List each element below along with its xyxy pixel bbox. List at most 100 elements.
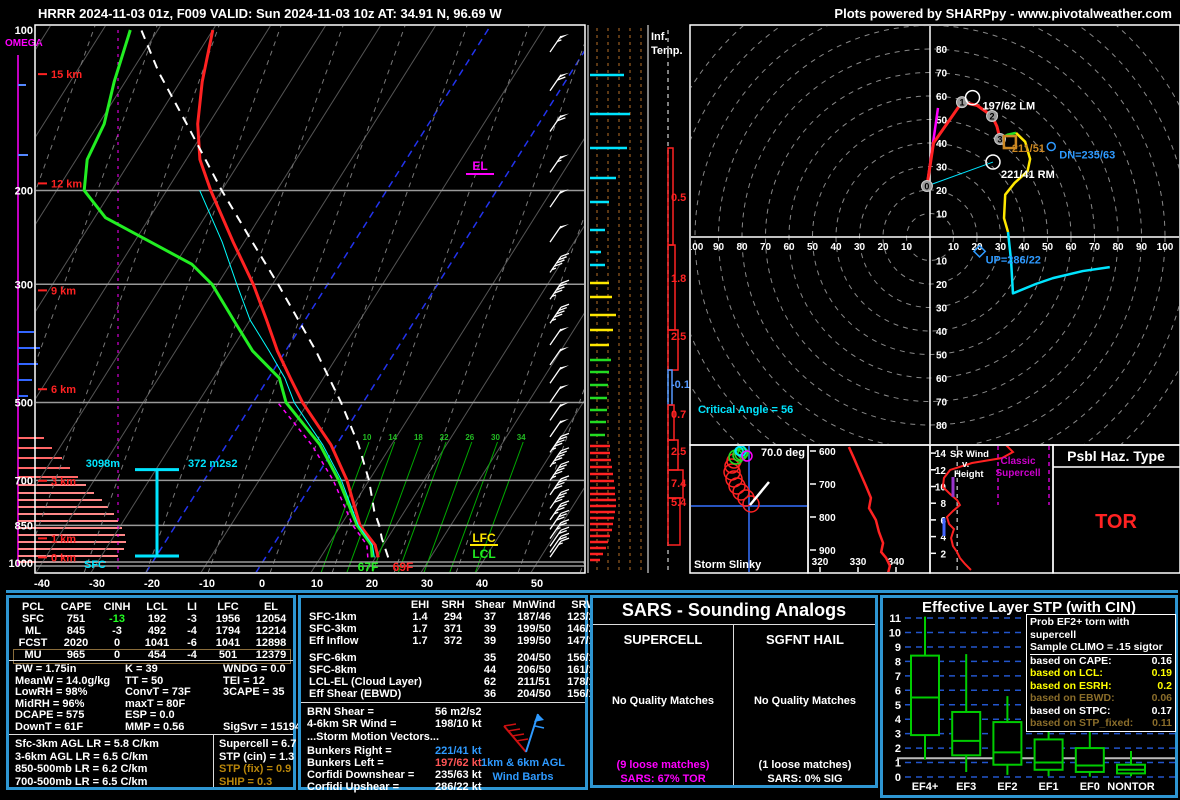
hodo-ring [691, 26, 1179, 444]
hodo-ring-label: 50 [1042, 242, 1054, 253]
row-label: Corfidi Downshear = [307, 769, 415, 781]
column-header: CINH [103, 601, 131, 613]
thermo-column: WNDG = 0.0 TEI = 12 3CAPE = 35 SigSvr = 15… [223, 663, 343, 733]
advection-value: 2.5 [671, 331, 686, 343]
table-cell: -6 [187, 637, 197, 649]
prob-row: based on STP_fixed: 0.11 [1030, 717, 1172, 730]
lapse-rate-value: Sfc-3km AGL LR = 5.8 C/km [15, 738, 159, 750]
isotherm [310, 138, 584, 572]
table-cell: 206/50 [517, 664, 551, 676]
hodo-ring-label: 50 [936, 351, 948, 362]
column-header: SRH [441, 599, 465, 611]
row-label: SFC-3km [309, 623, 357, 635]
height-marker [986, 109, 999, 122]
dry-adiabat [517, 388, 584, 572]
prob-rows: based on CAPE: 0.16 based on LCL: 0.19 based… [1030, 655, 1172, 730]
table-cell: 204/50 [517, 688, 551, 700]
table-cell: 1956 [215, 613, 241, 625]
prob-label: based on STPC: [1030, 704, 1111, 717]
slinky-circle [737, 489, 755, 507]
thermo-panel: PCL CAPE CINH LCL LI LFC EL SFC 751 -13 192 -3 1956 1… [6, 595, 335, 790]
hodo-ring-label: 50 [807, 242, 819, 253]
hodo-ring-label: 40 [936, 327, 948, 338]
wind-barb [549, 279, 570, 300]
sr-title: SR Wind [950, 449, 989, 460]
stp-box-EF1 [1033, 710, 1064, 777]
height-marker-label: 3 [998, 135, 1003, 145]
pressure-label: 1000 [9, 558, 33, 570]
temp-axis-label: -10 [199, 578, 215, 590]
advection-value: 2.5 [671, 446, 686, 458]
table-cell: 1.7 [412, 635, 428, 647]
skewt-plot: 10 14 18 22 26 30 34 [36, 26, 584, 572]
prob-label: based on LCL: [1030, 667, 1103, 679]
dry-adiabat [36, 26, 158, 364]
sars-result: SARS: 67% TOR [620, 773, 706, 785]
isotherm [36, 26, 216, 312]
table-cell: 501 [218, 649, 238, 661]
advection-box [667, 244, 676, 331]
shear-misc-row: 4-6km SR Wind = 198/10 kt [301, 718, 585, 730]
column-header [303, 599, 405, 611]
table-cell: MU [24, 649, 42, 661]
mixing-ratio-label: 10 [363, 433, 372, 442]
table-cell: -4 [187, 625, 197, 637]
thermo-value: TT = 50 [125, 674, 164, 687]
hodo-ring-label: 40 [1018, 242, 1030, 253]
table-cell: -3 [112, 625, 122, 637]
column-header: PCL [22, 601, 44, 613]
critical-angle-label: Critical Angle = 56 [698, 404, 793, 416]
prob-row: based on EBWD: 0.06 [1030, 692, 1172, 705]
thermo-value: DCAPE = 575 [15, 709, 85, 721]
hodo-ring-label: 20 [936, 280, 948, 291]
storm-motion-header: ...Storm Motion Vectors... [307, 731, 440, 743]
theta-e-pressure-tick: 900 [819, 546, 836, 557]
thermo-column: PW = 1.75in MeanW = 14.0g/kg LowRH = 98% Mi… [15, 663, 125, 733]
table-cell: 12379 [255, 649, 287, 661]
table-cell: 35 [483, 652, 497, 664]
thermo-value: ConvT = 73F [125, 686, 191, 698]
row-label: LCL-EL (Cloud Layer) [309, 676, 422, 688]
theta-e-pressure-tick: 800 [819, 513, 836, 524]
isotherm [365, 225, 584, 572]
barb-caption-2: Wind Barbs [492, 771, 554, 783]
thermo-value: LowRH = 98% [15, 686, 88, 698]
row-label: SFC-1km [309, 611, 357, 623]
stp-category-label: EF0 [1080, 781, 1100, 793]
wind-barb [549, 460, 570, 481]
thermo-value: 3CAPE = 35 [223, 686, 285, 698]
up-label: UP=286/22 [986, 254, 1041, 266]
thermo-value: MMP = 0.56 [125, 720, 185, 733]
table-cell: 1041 [144, 637, 170, 649]
table-cell: 372 [443, 635, 463, 647]
isotherm [200, 26, 546, 572]
sars-loose-matches: (9 loose matches) [616, 759, 710, 771]
theta-e-pressure-tick: 700 [819, 480, 836, 491]
row-value: 198/10 kt [435, 718, 482, 730]
inf-temp-header: Inf. [651, 31, 668, 43]
temp-axis-label: -40 [34, 578, 50, 590]
mixing-ratio-line [449, 441, 498, 572]
hodo-ring-label: 60 [1065, 242, 1077, 253]
hodo-ring [691, 26, 1179, 444]
wind-barb [549, 519, 570, 539]
hodo-ring-label: 70 [936, 69, 948, 80]
prob-title-1: Prob EF2+ torn with supercell [1030, 616, 1130, 641]
mean-wind-marker [1002, 134, 1018, 150]
slinky-circle [723, 463, 741, 481]
temp-axis-label: 30 [421, 578, 433, 590]
lm-label: 197/62 LM [983, 101, 1036, 113]
column-header: CAPE [60, 601, 92, 613]
sr-title: v. [962, 459, 969, 470]
stp-axis-label: 2 [895, 743, 901, 755]
hodo-ring-label: 80 [1112, 242, 1124, 253]
corfidi-down-marker [1046, 141, 1057, 152]
storm-motion-row: Corfidi Upshear = 286/22 kt [301, 781, 585, 793]
hodo-trace-9-12km [1006, 231, 1110, 295]
table-cell: 1.4 [412, 611, 428, 623]
row-value: 221/41 kt [435, 745, 482, 757]
pressure-label: 200 [15, 185, 33, 197]
row-value: 286/22 kt [435, 781, 482, 793]
hodo-ring-label: 70 [1089, 242, 1101, 253]
